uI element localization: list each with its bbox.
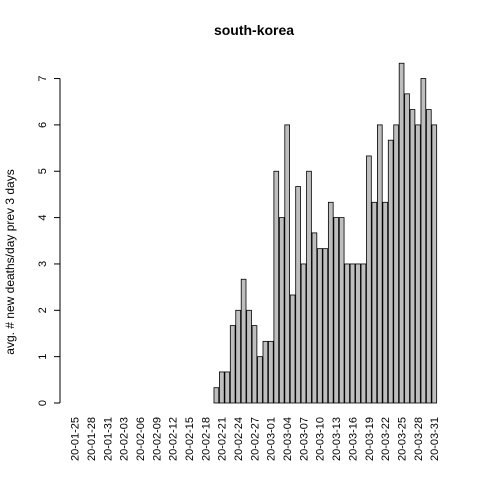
bar — [278, 217, 285, 404]
bar — [393, 124, 399, 404]
x-tick-label: 20-03-22 — [380, 417, 392, 461]
x-tick-label: 20-02-09 — [151, 417, 163, 461]
bar — [376, 124, 383, 404]
chart-title: south-korea — [214, 22, 294, 38]
bar — [349, 263, 356, 404]
bar — [431, 124, 438, 404]
bar — [333, 217, 340, 404]
x-tick-label: 20-03-10 — [315, 417, 327, 461]
x-tick-label: 20-02-18 — [200, 417, 212, 461]
x-axis: 20-01-25 20-01-28 20-01-31 20-02-03 20-02-06… — [70, 417, 442, 461]
bar — [251, 325, 258, 404]
bar — [306, 170, 312, 404]
bars-group — [213, 62, 438, 404]
y-tick-label: 7 — [37, 75, 49, 81]
bar — [366, 155, 372, 404]
bar — [420, 78, 427, 404]
x-tick-label: 20-03-13 — [331, 417, 343, 461]
bar — [404, 93, 410, 404]
x-tick-label: 20-01-25 — [70, 417, 82, 461]
bar — [327, 201, 334, 404]
bar — [415, 124, 421, 404]
x-tick-label: 20-02-06 — [135, 417, 147, 461]
bar — [360, 263, 367, 404]
x-tick-label: 20-02-03 — [119, 417, 131, 461]
x-tick-label: 20-03-07 — [298, 417, 310, 461]
x-tick-label: 20-02-27 — [249, 417, 261, 461]
x-tick-label: 20-02-15 — [184, 417, 196, 461]
bar — [284, 124, 290, 404]
bar — [229, 325, 236, 404]
x-tick-label: 20-03-25 — [396, 417, 408, 461]
bar — [398, 62, 405, 404]
bar — [426, 109, 432, 404]
y-tick-label: 4 — [37, 215, 49, 221]
bar — [311, 232, 318, 404]
x-tick-label: 20-01-28 — [86, 417, 98, 461]
x-tick-label: 20-03-04 — [282, 417, 294, 461]
y-tick-label: 1 — [37, 354, 49, 360]
bar — [344, 263, 350, 404]
bar — [317, 248, 323, 404]
y-tick-label: 5 — [37, 168, 49, 174]
bar — [213, 387, 220, 404]
bar — [219, 371, 225, 404]
bar — [295, 186, 301, 404]
bar — [409, 109, 416, 404]
bar — [371, 201, 378, 404]
y-tick-label: 2 — [37, 307, 49, 313]
x-tick-label: 20-03-19 — [364, 417, 376, 461]
bar — [257, 356, 263, 404]
x-tick-label: 20-01-31 — [102, 417, 114, 461]
bar — [273, 170, 280, 404]
bar — [355, 263, 361, 404]
bar — [268, 340, 274, 404]
y-axis: 0 1 2 3 4 5 6 7 — [37, 75, 61, 406]
x-tick-label: 20-02-12 — [168, 417, 180, 461]
y-axis-label: avg. # new deaths/day prev 3 days — [3, 169, 17, 354]
y-tick-label: 0 — [37, 400, 49, 406]
x-tick-label: 20-03-31 — [429, 417, 441, 461]
bar — [322, 248, 329, 404]
bar — [224, 371, 231, 404]
y-tick-label: 3 — [37, 261, 49, 267]
x-tick-label: 20-03-16 — [347, 417, 359, 461]
bar — [235, 309, 241, 404]
bar — [300, 263, 307, 404]
x-tick-label: 20-03-28 — [413, 417, 425, 461]
x-tick-label: 20-02-21 — [217, 417, 229, 461]
x-tick-label: 20-03-01 — [266, 417, 278, 461]
x-tick-label: 20-02-24 — [233, 417, 245, 461]
bar — [387, 139, 394, 404]
bar — [240, 278, 247, 404]
bar — [246, 309, 252, 404]
bar — [338, 217, 345, 404]
y-tick-label: 6 — [37, 122, 49, 128]
bar — [382, 201, 389, 404]
bar — [262, 340, 269, 404]
bar — [289, 294, 296, 404]
